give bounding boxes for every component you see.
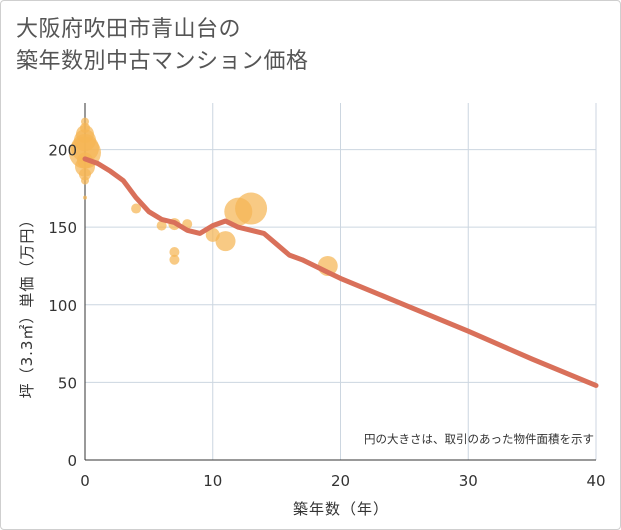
size-annotation: 円の大きさは、取引のあった物件面積を示す <box>364 432 594 446</box>
y-tick-label: 50 <box>58 374 77 392</box>
x-tick-label: 40 <box>586 472 605 490</box>
y-axis-label: 坪（3.3㎡）単価（万円） <box>18 212 36 399</box>
x-tick-label: 10 <box>203 472 222 490</box>
x-tick-label: 0 <box>80 472 90 490</box>
chart-title: 大阪府吹田市青山台の 築年数別中古マンション価格 <box>16 14 309 78</box>
data-bubble <box>169 254 180 265</box>
y-tick-label: 150 <box>48 219 77 237</box>
data-bubble <box>224 197 253 226</box>
data-bubble <box>79 168 91 181</box>
data-bubble <box>156 220 167 231</box>
data-bubble <box>80 122 90 133</box>
data-bubble <box>81 176 89 185</box>
tick-layer: 0 10 20 30 40 0 50 100 150 200 <box>48 142 605 490</box>
trend-line-layer <box>82 156 599 388</box>
title-line-1: 大阪府吹田市青山台の <box>16 17 242 42</box>
data-bubble <box>205 227 220 242</box>
title-line-2: 築年数別中古マンション価格 <box>16 49 309 74</box>
trend-line <box>82 156 599 388</box>
y-tick-label: 0 <box>67 452 77 470</box>
data-bubble <box>81 117 89 126</box>
data-bubble <box>83 195 87 200</box>
x-tick-label: 30 <box>459 472 478 490</box>
x-axis-label: 築年数（年） <box>293 500 389 518</box>
data-bubble <box>131 203 142 214</box>
x-tick-label: 20 <box>331 472 350 490</box>
y-tick-label: 200 <box>48 142 77 160</box>
bubble-layer <box>69 117 338 276</box>
grid-layer <box>84 103 597 461</box>
y-tick-label: 100 <box>48 297 77 315</box>
data-bubble <box>215 231 236 252</box>
data-bubble <box>169 247 180 258</box>
